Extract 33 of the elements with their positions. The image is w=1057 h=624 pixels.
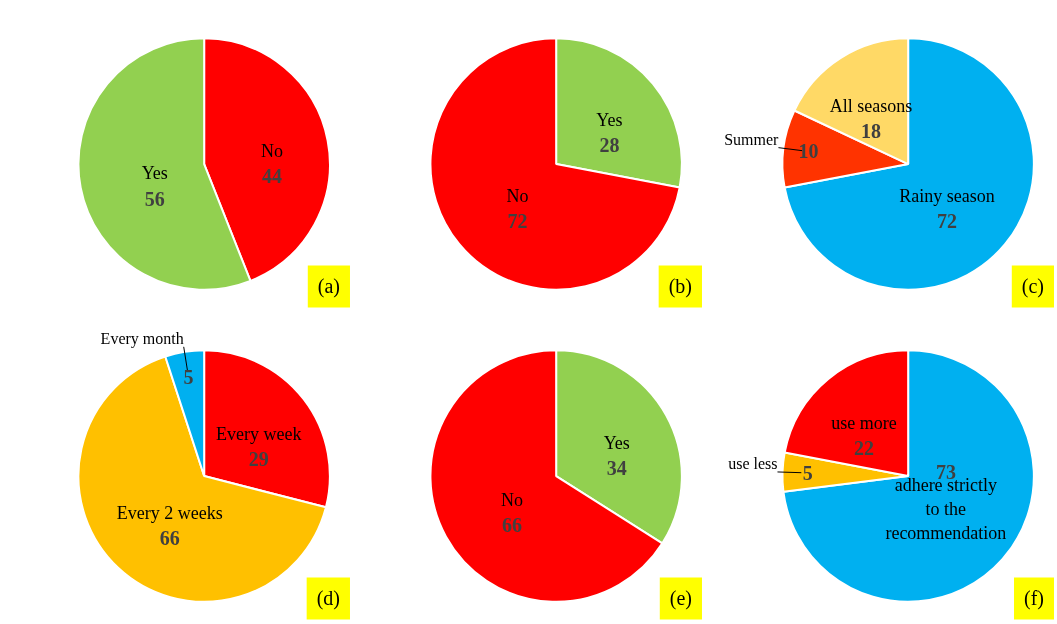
text: (e) <box>669 587 692 611</box>
data-label: 29 <box>248 447 269 470</box>
data-label: 28 <box>599 134 620 157</box>
data-label: 5 <box>183 365 194 388</box>
slice-label: Yes <box>141 163 168 184</box>
slice-label: Every 2 weeks <box>116 502 223 523</box>
data-label: 22 <box>854 436 875 459</box>
slice-label: Yes <box>603 432 630 453</box>
data-label: 18 <box>861 119 882 142</box>
slice-label: No <box>501 490 524 511</box>
slice-label: Rainy season <box>899 186 995 207</box>
text: (c) <box>1021 275 1044 299</box>
data-label: 34 <box>606 456 627 479</box>
data-label: 66 <box>502 514 523 537</box>
data-label: 66 <box>159 526 180 549</box>
text: (d) <box>316 587 340 611</box>
data-label: 72 <box>936 210 957 233</box>
data-label: 44 <box>262 165 283 188</box>
slice-label: Every week <box>216 423 302 444</box>
slice-label: Every month <box>100 329 184 348</box>
slice-label: use less <box>728 454 778 472</box>
data-label: 72 <box>507 210 528 233</box>
data-label: 10 <box>798 140 819 163</box>
text: (f) <box>1024 587 1044 611</box>
slice-label: Summer <box>724 130 780 148</box>
slice-label: use more <box>831 412 897 433</box>
slice-label: Yes <box>596 109 623 130</box>
text: (a) <box>317 275 340 299</box>
text: (b) <box>668 275 692 299</box>
data-label: 5 <box>802 461 813 484</box>
data-label: 56 <box>144 187 165 210</box>
slice-label: No <box>506 186 529 207</box>
slice-label: No <box>261 141 284 162</box>
